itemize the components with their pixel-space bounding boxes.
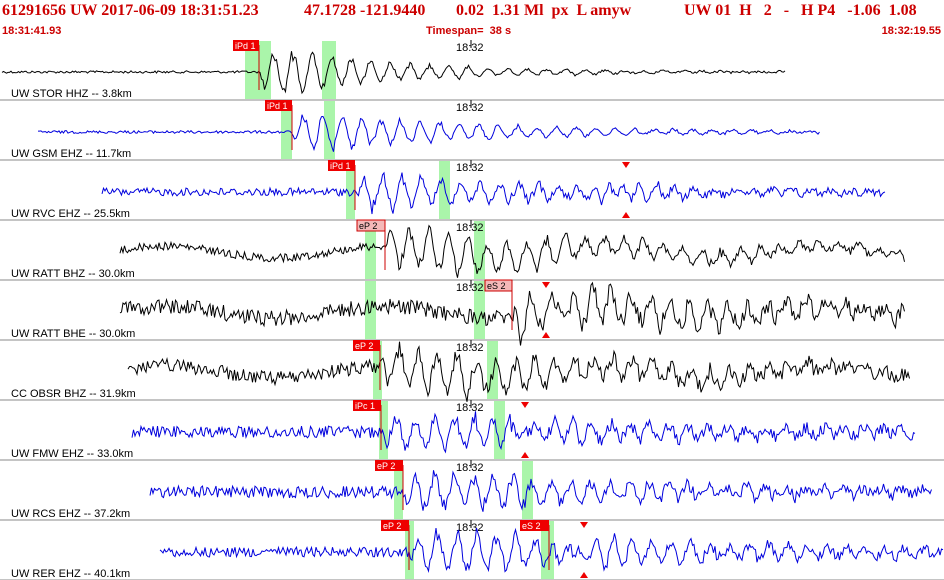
event-id: 61291656 UW 2017-06-09 18:31:51.23 — [2, 2, 259, 19]
pick-window — [394, 461, 403, 519]
waveform — [1, 51, 786, 95]
pick-window — [373, 341, 382, 399]
pick-flag[interactable] — [375, 460, 403, 471]
pick-window — [439, 161, 450, 219]
waveform — [127, 341, 910, 402]
event-magnitude: 0.02 1.31 Ml px L amyw — [456, 2, 632, 19]
pick-flag[interactable] — [520, 520, 549, 531]
station-label: UW RER EHZ -- 40.1km — [11, 568, 130, 580]
station-label: UW FMW EHZ -- 33.0km — [11, 448, 133, 460]
pick-window — [258, 41, 271, 99]
s-marker-bottom-icon — [542, 332, 550, 338]
waveform — [131, 411, 916, 454]
minute-label: 18:32 — [456, 222, 484, 234]
station-label: UW RATT BHE -- 30.0km — [11, 328, 135, 340]
s-marker-bottom-icon — [622, 212, 630, 218]
minute-label: 18:32 — [456, 102, 484, 114]
trace-row[interactable]: 18:32 eP 2 UW RCS EHZ -- 37.2km — [0, 460, 944, 521]
pick-window — [365, 221, 376, 279]
s-marker-top-icon — [521, 402, 529, 408]
waveform — [119, 224, 905, 278]
minute-label: 18:32 — [456, 282, 484, 294]
pick-label: eP 2 — [359, 221, 377, 231]
pick-label: iPc 1 — [355, 401, 375, 411]
event-header: 61291656 UW 2017-06-09 18:31:51.23 47.17… — [0, 0, 944, 40]
pick-window — [281, 101, 292, 159]
pick-label: iPd 1 — [330, 161, 351, 171]
pick-window — [487, 341, 498, 399]
minute-label: 18:32 — [456, 162, 484, 174]
station-label: UW RVC EHZ -- 25.5km — [11, 208, 130, 220]
pick-window — [379, 401, 388, 459]
s-marker-bottom-icon — [580, 572, 588, 578]
pick-window — [494, 401, 505, 459]
pick-flag[interactable] — [328, 160, 355, 171]
pick-window — [522, 461, 533, 519]
s-marker-top-icon — [580, 522, 588, 528]
pick-flag[interactable] — [265, 100, 292, 111]
station-label: UW RATT BHZ -- 30.0km — [11, 268, 135, 280]
trace-row[interactable]: 18:32 iPd 1 UW GSM EHZ -- 11.7km — [0, 100, 944, 161]
trace-row[interactable]: 18:32 iPd 1 UW RVC EHZ -- 25.5km — [0, 160, 944, 221]
trace-row[interactable]: 18:32 eP 2 CC OBSR BHZ -- 31.9km — [0, 340, 944, 402]
trace-row[interactable]: 18:32 eP 2 UW RATT BHZ -- 30.0km — [0, 219, 944, 281]
pick-flag[interactable] — [353, 340, 380, 351]
s-marker-bottom-icon — [521, 452, 529, 458]
minute-label: 18:32 — [456, 342, 484, 354]
station-label: UW STOR HHZ -- 3.8km — [11, 88, 132, 100]
pick-label: iPd 1 — [267, 101, 288, 111]
pick-flag[interactable] — [353, 400, 381, 411]
pick-label: eS 2 — [522, 521, 541, 531]
pick-label: eP 2 — [383, 521, 401, 531]
s-marker-top-icon — [622, 162, 630, 168]
pick-window — [322, 41, 336, 99]
minute-label: 18:32 — [456, 402, 484, 414]
end-time: 18:32:19.55 — [881, 25, 941, 37]
station-info: UW 01 H 2 - H P4 -1.06 1.08 — [684, 2, 917, 19]
pick-window — [474, 281, 485, 339]
pick-label: eP 2 — [377, 461, 395, 471]
seismogram-panel[interactable]: 18:32 iPd 1 UW STOR HHZ -- 3.8km 18:32 iPd 1… — [0, 40, 944, 580]
waveform — [38, 114, 820, 152]
s-marker-top-icon — [542, 282, 550, 288]
station-label: UW RCS EHZ -- 37.2km — [11, 508, 130, 520]
pick-window — [474, 221, 485, 279]
trace-row[interactable]: 18:32 iPd 1 UW STOR HHZ -- 3.8km — [0, 40, 944, 101]
trace-row[interactable]: 18:32 eS 2 UW RATT BHE -- 30.0km — [0, 279, 944, 346]
pick-window — [324, 101, 335, 159]
minute-label: 18:32 — [456, 522, 484, 534]
pick-flag[interactable] — [484, 279, 513, 292]
timespan: Timespan= 38 s — [426, 25, 512, 37]
start-time: 18:31:41.93 — [2, 25, 62, 37]
trace-row[interactable]: 18:32 eP 2 eS 2 UW RER EHZ -- 40.1km — [0, 520, 944, 580]
station-label: UW GSM EHZ -- 11.7km — [11, 148, 131, 160]
event-location: 47.1728 -121.9440 — [304, 2, 426, 19]
trace-row[interactable]: 18:32 iPc 1 UW FMW EHZ -- 33.0km — [0, 400, 944, 461]
pick-window — [245, 41, 258, 99]
pick-label: iPd 1 — [235, 41, 256, 51]
minute-label: 18:32 — [456, 462, 484, 474]
minute-label: 18:32 — [456, 42, 484, 54]
pick-label: eS 2 — [487, 281, 506, 291]
pick-label: eP 2 — [355, 341, 373, 351]
waveform — [159, 527, 944, 573]
waveform — [149, 470, 932, 512]
waveform — [101, 171, 886, 215]
pick-window — [346, 161, 355, 219]
station-label: CC OBSR BHZ -- 31.9km — [11, 388, 136, 400]
pick-flag[interactable] — [233, 40, 259, 51]
pick-flag[interactable] — [356, 219, 386, 232]
pick-flag[interactable] — [381, 520, 409, 531]
